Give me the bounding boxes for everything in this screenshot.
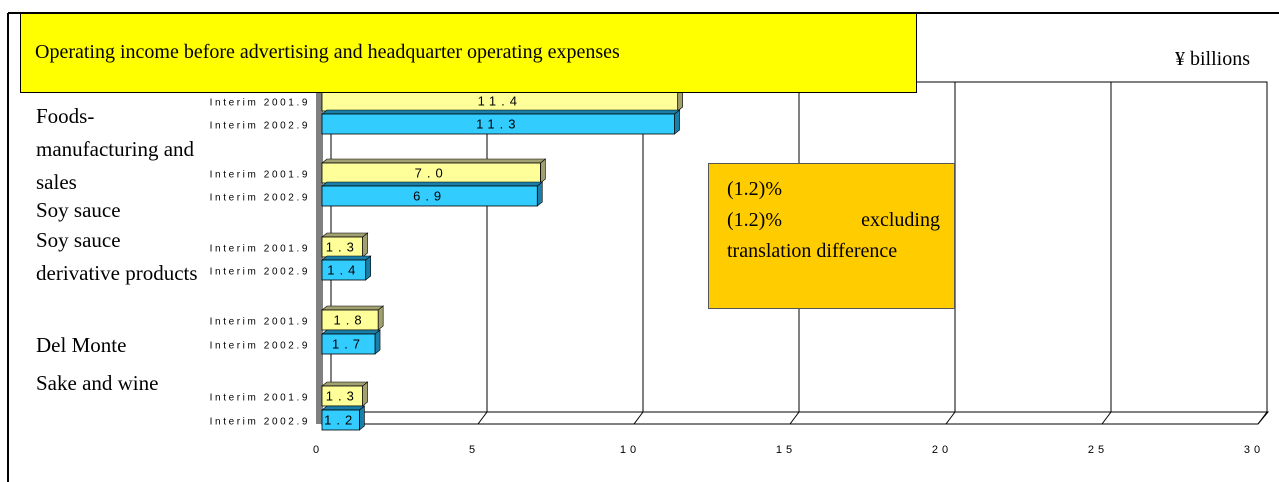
series-label: Interim 2002.9 <box>210 267 310 278</box>
value-label: 1.4 <box>327 262 360 277</box>
value-label: 7.0 <box>415 165 448 180</box>
value-label: 1.2 <box>324 412 357 427</box>
bar-top <box>321 405 366 411</box>
x-tick-label: 20 <box>932 444 952 456</box>
series-label: Interim 2002.9 <box>210 121 310 132</box>
x-tick-label: 5 <box>469 444 479 456</box>
chart-title: Operating income before advertising and … <box>20 13 917 93</box>
grid-line <box>945 411 956 425</box>
series-label: Interim 2001.9 <box>210 98 310 109</box>
category-label: Soy sauce <box>36 198 121 222</box>
x-tick-label: 30 <box>1244 444 1264 456</box>
bar-top <box>321 181 544 187</box>
unit-label: ¥ billions <box>1175 48 1251 70</box>
annotation: (1.2)% <box>727 178 782 200</box>
x-tick-label: 15 <box>776 444 796 456</box>
grid-line <box>477 411 488 425</box>
bar-top <box>321 109 681 115</box>
bar-top <box>321 305 385 311</box>
category-label: Sake and wine <box>36 371 159 395</box>
category-label: Soy sauce derivative products <box>36 228 198 285</box>
grid-line <box>1257 411 1268 425</box>
callout: (1.2)% (1.2)% excluding translation diff… <box>708 163 955 309</box>
category-label: Foods-manufacturing and sales <box>36 104 195 194</box>
bar-top <box>321 232 369 238</box>
bar-top <box>321 158 547 164</box>
bar <box>321 409 360 431</box>
series-label: Interim 2002.9 <box>210 193 310 204</box>
bar-top <box>321 329 381 335</box>
annotation: (1.2)% excluding translation difference <box>727 209 940 262</box>
series-label: Interim 2001.9 <box>210 244 310 255</box>
grid-line <box>1101 411 1112 425</box>
value-label: 1.7 <box>332 336 365 351</box>
series-label: Interim 2002.9 <box>210 341 310 352</box>
grid-line <box>789 411 800 425</box>
series-label: Interim 2001.9 <box>210 317 310 328</box>
bar-top <box>321 255 372 261</box>
grid-line <box>633 411 644 425</box>
bar <box>321 185 538 207</box>
x-tick-label: 0 <box>313 444 323 456</box>
bar <box>321 113 675 135</box>
value-label: 1.3 <box>326 239 359 254</box>
bar-top <box>321 381 369 387</box>
series-label: Interim 2001.9 <box>210 170 310 181</box>
bar <box>321 259 367 281</box>
value-label: 1.8 <box>334 312 367 327</box>
x-tick-label: 25 <box>1088 444 1108 456</box>
category-label: Del Monte <box>36 333 127 357</box>
series-label: Interim 2002.9 <box>210 417 310 428</box>
bar <box>321 333 376 355</box>
side-wall <box>316 84 323 424</box>
value-label: 6.9 <box>413 188 446 203</box>
series-label: Interim 2001.9 <box>210 393 310 404</box>
x-tick-label: 10 <box>620 444 640 456</box>
value-label: 11.3 <box>476 116 520 131</box>
value-label: 1.3 <box>326 388 359 403</box>
value-label: 11.4 <box>478 93 522 108</box>
